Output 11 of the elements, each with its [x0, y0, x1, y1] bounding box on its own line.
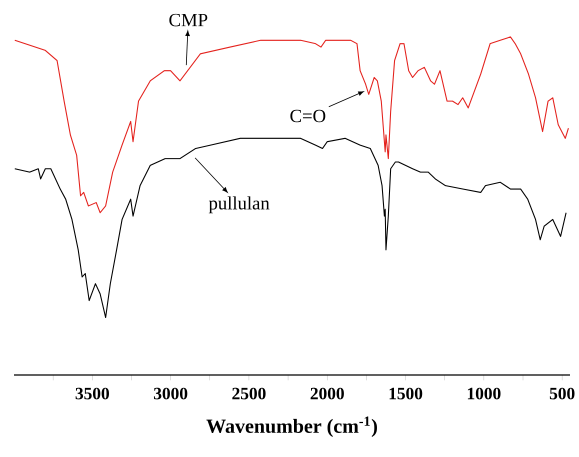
- x-tick-label: 1000: [468, 388, 501, 400]
- x-tick-label: 2500: [232, 388, 266, 400]
- x-tick-label: 3500: [76, 388, 109, 400]
- x-tick-label: 3000: [154, 388, 188, 400]
- x-tick-label: 500: [550, 388, 574, 400]
- x-axis-title: Wavenumber (cm$^{-1}$): [206, 416, 377, 438]
- x-tick-label: 1500: [390, 388, 422, 400]
- x-tick-label: 2000: [310, 388, 344, 400]
- annotation: CMP: [169, 14, 208, 26]
- annotation: C=O: [290, 110, 326, 122]
- annotation: pullulan: [208, 196, 270, 214]
